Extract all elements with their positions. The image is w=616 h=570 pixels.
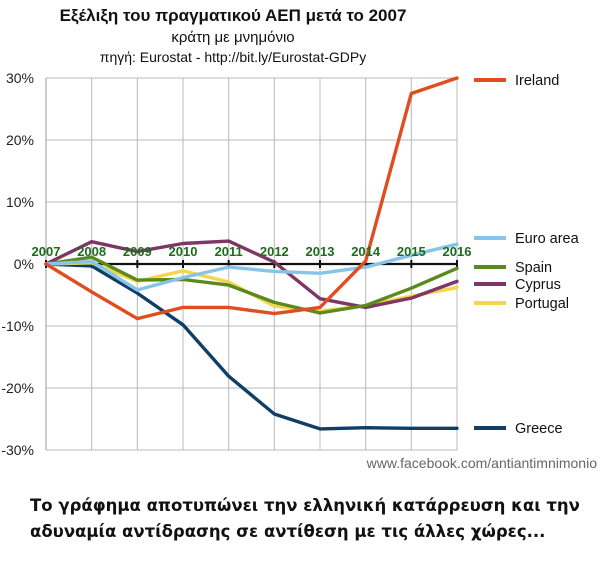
series-line-ireland (44, 76, 459, 321)
legend-label-portugal: Portugal (515, 296, 569, 312)
x-tick-label: 2015 (397, 244, 426, 259)
y-tick-label: 20% (6, 132, 34, 148)
chart-title: Εξέλιξη του πραγματικού ΑΕΠ μετά το 2007 (60, 6, 407, 25)
x-tick-label: 2010 (169, 244, 198, 259)
chart-subtitle: κράτη με μνημόνιο (171, 29, 294, 46)
y-tick-label: 10% (6, 194, 34, 210)
series-line-greece (44, 262, 459, 431)
y-tick-label: 30% (6, 70, 34, 86)
series-line-euro-area (44, 242, 459, 292)
gdp-line-chart: 30% 20% 10% 0% -10% -20% -30% 2007 2008 2009 2010 2… (1, 6, 598, 471)
chart-source: πηγή: Eurostat - http://bit.ly/Eurostat-… (100, 49, 366, 65)
x-tick-label: 2011 (215, 244, 243, 259)
x-tick-label: 2012 (260, 244, 289, 259)
chart-frame: 30% 20% 10% 0% -10% -20% -30% 2007 2008 2009 2010 2… (1, 6, 598, 471)
x-tick-label: 2013 (306, 244, 335, 259)
y-tick-label: -20% (1, 380, 34, 396)
y-tick-label: 0% (14, 256, 34, 272)
chart-caption: Το γράφημα αποτυπώνει την ελληνική κατάρ… (30, 496, 580, 541)
watermark: www.facebook.com/antiantimnimonio (366, 455, 598, 471)
series-line-cyprus (44, 239, 459, 310)
legend-label-euro-area: Euro area (515, 231, 580, 247)
legend-label-spain: Spain (515, 260, 552, 276)
legend-label-ireland: Ireland (515, 73, 559, 89)
y-tick-label: -30% (1, 442, 34, 458)
x-tick-label: 2007 (32, 244, 61, 259)
x-tick-label: 2009 (123, 244, 152, 259)
legend-label-greece: Greece (515, 421, 563, 437)
y-tick-label: -10% (1, 318, 34, 334)
x-tick-label: 2014 (351, 244, 381, 259)
x-tick-label: 2008 (77, 244, 106, 259)
legend-label-cyprus: Cyprus (515, 277, 561, 293)
series-line-spain (44, 255, 459, 315)
x-tick-label: 2016 (443, 244, 472, 259)
